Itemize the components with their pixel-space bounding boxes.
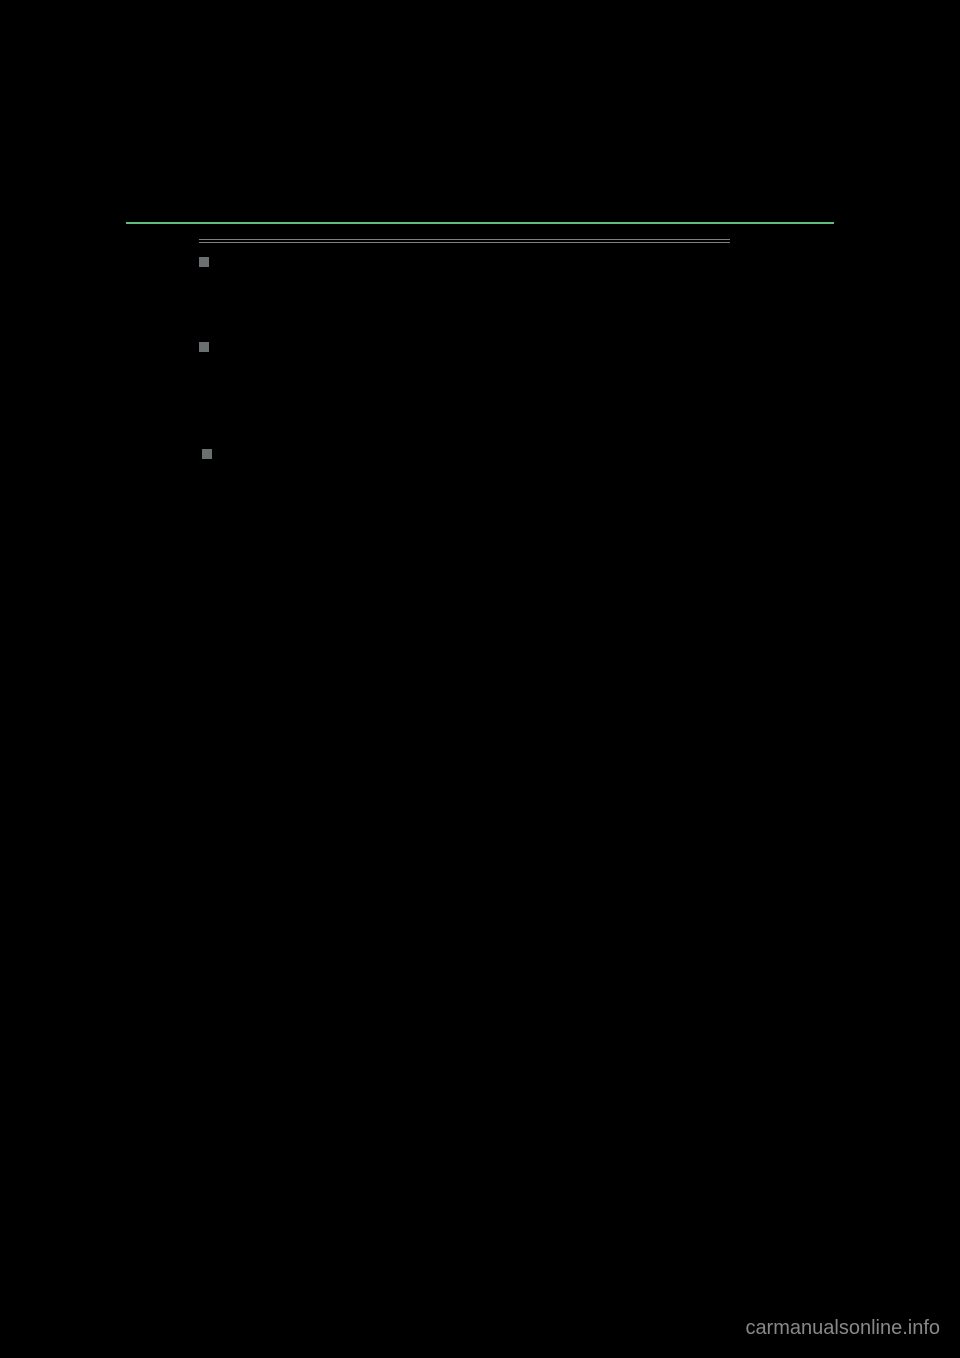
watermark-text: carmanualsonline.info <box>745 1317 940 1340</box>
double-rule <box>199 239 730 243</box>
green-divider <box>126 222 834 224</box>
bullet-1 <box>199 257 209 267</box>
bullet-3 <box>202 449 212 459</box>
bullet-2 <box>199 342 209 352</box>
